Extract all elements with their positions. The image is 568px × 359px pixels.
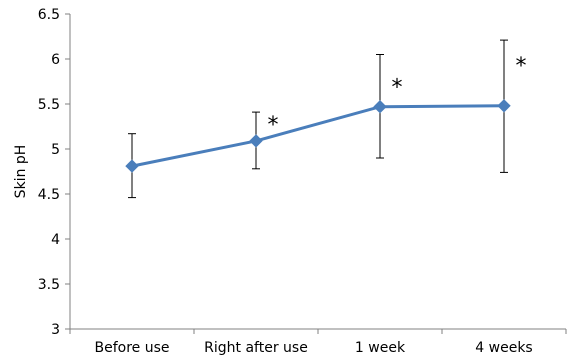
x-tick-label: Before use [94,340,169,356]
error-bars [128,39,508,199]
data-point-marker [373,99,387,114]
data-point-marker [125,159,139,173]
data-point-marker [249,134,263,148]
axes [69,14,566,330]
y-tick-label: 3.5 [38,277,60,293]
significance-star: * [268,113,279,138]
series [125,99,511,173]
labels: Skin pH * * * [13,54,527,198]
data-point-marker [497,99,511,113]
y-tick-label: 6 [51,52,60,68]
series-line [131,104,505,168]
y-tick-label: 5 [51,142,60,158]
x-tick-label: 4 weeks [475,340,532,356]
significance-star: * [516,54,527,79]
y-tick-label: 4 [51,232,60,248]
y-tick-label: 6.5 [38,7,60,23]
x-tick-label: Right after use [204,340,308,356]
x-tick-label: 1 week [355,340,406,356]
y-tick-label: 4.5 [38,187,60,203]
y-axis-title: Skin pH [13,145,29,199]
y-tick-label: 5.5 [38,97,60,113]
significance-star: * [392,76,403,101]
ticks: 3 3.5 4 4.5 5 5.5 6 6.5 Before use Right after us… [38,7,567,356]
y-tick-label: 3 [51,322,60,338]
